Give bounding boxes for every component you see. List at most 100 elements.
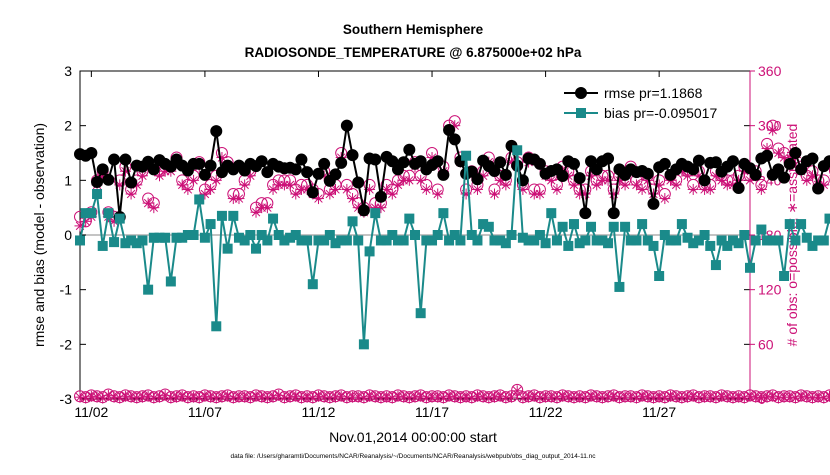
- obs-assimilated-point: [659, 193, 670, 204]
- bias-point: [87, 209, 96, 218]
- obs-assimilated-point: [171, 392, 182, 403]
- bias-point: [604, 239, 613, 248]
- rmse-point: [211, 126, 222, 137]
- obs-assimilated-point: [756, 184, 767, 195]
- rmse-point: [109, 154, 120, 165]
- obs-assimilated-point: [796, 391, 807, 402]
- x-tick-label: 11/27: [642, 404, 676, 420]
- x-tick-label: 11/02: [74, 404, 108, 420]
- bias-point: [269, 214, 278, 223]
- rmse-point: [92, 176, 103, 187]
- obs-assimilated-point: [279, 393, 290, 404]
- legend-swatch-marker: [576, 88, 587, 99]
- rmse-point: [97, 164, 108, 175]
- obs-assimilated-point: [404, 175, 415, 186]
- rmse-point: [603, 153, 614, 164]
- bias-point: [462, 151, 471, 160]
- bias-point: [252, 244, 261, 253]
- y-left-tick-label: 0: [64, 227, 72, 243]
- rmse-point: [648, 198, 659, 209]
- rmse-point: [642, 168, 653, 179]
- obs-assimilated-point: [251, 391, 262, 402]
- bias-point: [342, 236, 351, 245]
- obs-assimilated-point: [364, 391, 375, 402]
- bias-point: [564, 241, 573, 250]
- rmse-point: [398, 157, 409, 168]
- obs-assimilated-point: [449, 392, 460, 403]
- obs-assimilated-point: [432, 189, 443, 200]
- obs-assimilated-point: [637, 391, 648, 402]
- bias-point: [433, 231, 442, 240]
- rmse-point: [330, 169, 341, 180]
- obs-assimilated-point: [568, 393, 579, 404]
- y-axis-left-label: rmse and bias (model - observation): [31, 123, 47, 347]
- obs-assimilated-point: [302, 392, 313, 403]
- obs-assimilated-point: [387, 189, 398, 200]
- bias-point: [581, 236, 590, 245]
- y-left-tick-label: 3: [64, 63, 72, 79]
- obs-assimilated-point: [733, 392, 744, 403]
- y-left-tick-label: -1: [60, 282, 73, 298]
- obs-assimilated-point: [534, 393, 545, 404]
- bias-point: [552, 236, 561, 245]
- obs-assimilated-point: [773, 148, 784, 159]
- rmse-point: [534, 158, 545, 169]
- bias-point: [263, 236, 272, 245]
- rmse-point: [313, 168, 324, 179]
- bias-point: [677, 220, 686, 229]
- rmse-point: [500, 169, 511, 180]
- rmse-point: [790, 148, 801, 159]
- rmse-point: [750, 169, 761, 180]
- bias-point: [734, 239, 743, 248]
- rmse-point: [495, 157, 506, 168]
- rmse-point: [659, 158, 670, 169]
- rmse-point: [762, 150, 773, 161]
- bias-point: [621, 222, 630, 231]
- obs-assimilated-point: [313, 391, 324, 402]
- rmse-point: [347, 150, 358, 161]
- obs-assimilated-point: [97, 393, 108, 404]
- bias-point: [609, 222, 618, 231]
- bias-point: [615, 282, 624, 291]
- obs-assimilated-point: [370, 392, 381, 403]
- obs-assimilated-point: [421, 184, 432, 195]
- bias-point: [746, 263, 755, 272]
- obs-assimilated-point: [614, 393, 625, 404]
- rmse-point: [319, 158, 330, 169]
- obs-assimilated-point: [353, 392, 364, 403]
- obs-assimilated-point: [188, 175, 199, 186]
- obs-assimilated-point: [489, 189, 500, 200]
- bias-point: [229, 211, 238, 220]
- rmse-point: [580, 208, 591, 219]
- obs-assimilated-point: [347, 193, 358, 204]
- obs-assimilated-point: [268, 184, 279, 195]
- bias-point: [797, 220, 806, 229]
- obs-assimilated-point: [682, 392, 693, 403]
- x-tick-label: 11/22: [529, 404, 563, 420]
- rmse-point: [194, 158, 205, 169]
- obs-assimilated-point: [165, 393, 176, 404]
- obs-assimilated-point: [500, 393, 511, 404]
- bias-point: [166, 277, 175, 286]
- bias-point: [785, 220, 794, 229]
- obs-assimilated-point: [75, 392, 86, 403]
- obs-assimilated-point: [381, 392, 392, 403]
- obs-assimilated-point: [478, 392, 489, 403]
- obs-assimilated-point: [472, 184, 483, 195]
- obs-assimilated-point: [455, 393, 466, 404]
- rmse-point: [779, 172, 790, 183]
- bias-point: [825, 214, 830, 223]
- rmse-point: [693, 155, 704, 166]
- obs-assimilated-point: [563, 392, 574, 403]
- obs-assimilated-point: [131, 393, 142, 404]
- obs-assimilated-point: [262, 202, 273, 213]
- bias-point: [138, 236, 147, 245]
- obs-assimilated-point: [574, 392, 585, 403]
- bias-point: [371, 209, 380, 218]
- bias-point: [325, 231, 334, 240]
- obs-assimilated-point: [199, 391, 210, 402]
- bias-point: [780, 272, 789, 281]
- rmse-point: [296, 154, 307, 165]
- obs-assimilated-point: [676, 393, 687, 404]
